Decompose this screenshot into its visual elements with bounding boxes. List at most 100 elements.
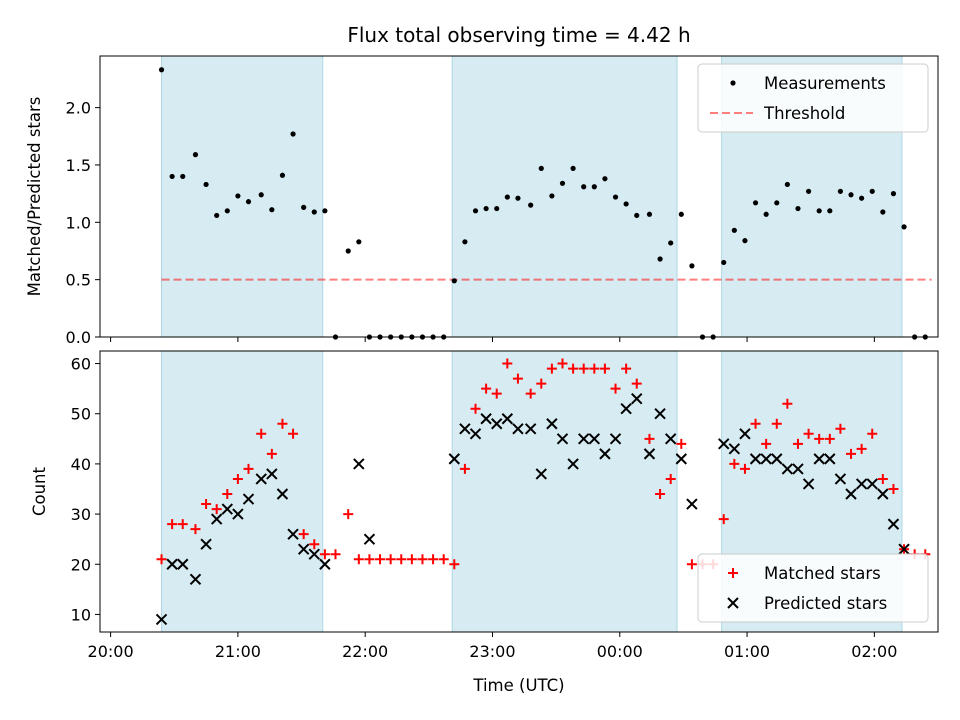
matched-point xyxy=(750,418,761,429)
measurement-point xyxy=(912,334,918,340)
legend-label: Measurements xyxy=(764,74,886,93)
measurement-point xyxy=(322,208,328,214)
matched-point xyxy=(782,398,793,409)
y-axis-label: Matched/Predicted stars xyxy=(25,97,44,297)
predicted-point xyxy=(363,533,376,545)
matched-point xyxy=(417,554,428,565)
predicted-point xyxy=(308,548,320,560)
predicted-point xyxy=(155,613,168,626)
predicted-point xyxy=(297,543,310,555)
predicted-point xyxy=(771,453,783,465)
predicted-point xyxy=(855,478,868,490)
measurement-point xyxy=(279,172,286,178)
x-tick-label: 23:00 xyxy=(469,642,515,661)
legend-label: Matched stars xyxy=(764,564,881,583)
measurement-point xyxy=(180,173,186,180)
y-tick-label: 20 xyxy=(71,555,91,574)
y-axis-label: Count xyxy=(30,466,49,516)
measurement-point xyxy=(901,224,907,230)
matched-point xyxy=(156,554,167,565)
measurement-point xyxy=(528,202,534,208)
measurement-point xyxy=(570,165,576,171)
x-tick-label: 02:00 xyxy=(851,642,897,661)
legend-label: Predicted stars xyxy=(764,594,887,613)
predicted-point xyxy=(599,448,611,460)
predicted-point xyxy=(287,528,299,540)
legend-box xyxy=(697,553,929,623)
matched-point xyxy=(502,358,513,369)
matched-point xyxy=(599,363,610,374)
measurement-point xyxy=(224,208,230,214)
matched-point xyxy=(201,499,212,510)
measurement-point xyxy=(816,208,822,214)
matched-point xyxy=(557,358,568,369)
predicted-point xyxy=(319,558,331,570)
matched-point xyxy=(256,428,267,439)
measurement-point xyxy=(388,334,394,340)
predicted-point xyxy=(577,433,590,445)
measurement-point xyxy=(689,263,695,269)
legend-marker xyxy=(730,80,736,86)
measurement-point xyxy=(602,176,608,182)
measurement-point xyxy=(752,200,759,206)
x-tick-label: 21:00 xyxy=(215,642,261,661)
predicted-point xyxy=(631,392,643,405)
matched-point xyxy=(877,473,888,484)
measurement-point xyxy=(169,173,175,180)
matched-point xyxy=(536,378,547,389)
predicted-point xyxy=(166,558,178,570)
matched-point xyxy=(190,524,201,535)
measurement-point xyxy=(483,205,489,212)
measurement-point xyxy=(332,334,339,340)
measurement-point xyxy=(203,181,209,188)
predicted-point xyxy=(686,498,698,510)
measurement-point xyxy=(721,259,727,266)
measurement-point xyxy=(805,188,812,194)
measurement-point xyxy=(258,192,264,198)
predicted-point xyxy=(887,518,900,530)
legend: Measurements Threshold xyxy=(697,63,929,133)
predicted-point xyxy=(802,478,815,490)
matched-point xyxy=(211,504,222,515)
measurement-point xyxy=(710,334,716,340)
x-tick-label: 20:00 xyxy=(88,642,134,661)
measurement-point xyxy=(245,199,252,205)
matched-point xyxy=(867,428,878,439)
matched-point xyxy=(739,463,750,474)
predicted-point xyxy=(664,433,677,445)
measurement-point xyxy=(880,209,886,215)
matched-point xyxy=(621,363,632,374)
predicted-point xyxy=(189,573,202,586)
matched-point xyxy=(792,438,803,449)
predicted-point xyxy=(718,438,730,450)
matched-point xyxy=(375,554,386,565)
predicted-point xyxy=(643,448,656,460)
measurement-point xyxy=(504,194,510,200)
matched-point xyxy=(428,554,439,565)
matched-point xyxy=(266,448,277,459)
measurement-point xyxy=(581,184,587,190)
matched-point xyxy=(396,554,407,565)
matched-point xyxy=(288,428,299,439)
matched-point xyxy=(814,433,825,444)
matched-point xyxy=(319,549,330,560)
matched-point xyxy=(167,519,178,530)
measurement-point xyxy=(612,194,619,200)
matched-point xyxy=(277,418,288,429)
measurement-point xyxy=(377,334,383,340)
predicted-point xyxy=(535,468,547,480)
matched-point xyxy=(803,428,814,439)
matched-point xyxy=(309,539,320,550)
measurement-point xyxy=(784,181,790,188)
measurement-point xyxy=(472,208,479,214)
measurement-point xyxy=(774,200,780,206)
measurement-point xyxy=(795,205,801,212)
measurement-point xyxy=(827,208,833,214)
predicted-point xyxy=(675,453,688,465)
y-tick-label: 2.0 xyxy=(66,99,91,118)
legend-marker xyxy=(727,597,739,609)
measurement-point xyxy=(549,193,555,199)
matched-point xyxy=(718,514,729,525)
legend-box xyxy=(697,63,929,133)
